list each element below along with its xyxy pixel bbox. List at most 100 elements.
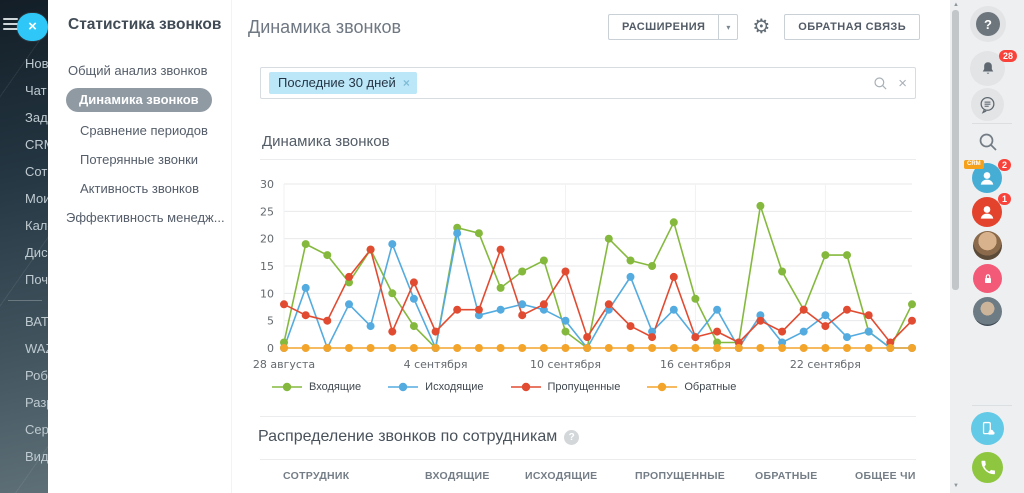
employees-section-title: Распределение звонков по сотрудникам ?	[258, 428, 580, 446]
filter-chip[interactable]: Последние 30 дней ×	[269, 72, 417, 94]
hamburger-menu-icon[interactable]	[3, 18, 18, 32]
contact-avatar-photo[interactable]	[973, 231, 1002, 260]
left-rail-divider	[8, 300, 42, 301]
legend-label: Обратные	[684, 381, 737, 393]
column-incoming[interactable]: ВХОДЯЩИЕ	[425, 470, 490, 482]
sidebar-item-call-activity[interactable]: Активность звонков	[80, 181, 199, 196]
contact-badge: 1	[997, 193, 1011, 205]
left-rail-item[interactable]: CRM	[25, 137, 48, 152]
page-title: Динамика звонков	[248, 17, 402, 37]
person-icon	[980, 172, 994, 185]
column-callback[interactable]: ОБРАТНЫЕ	[755, 470, 818, 482]
main-content: Динамика звонков РАСШИРЕНИЯ ▾ ⚙ ОБРАТНАЯ…	[232, 0, 950, 493]
left-rail-item[interactable]: Зада	[25, 110, 48, 125]
sidebar-item-period-comparison[interactable]: Сравнение периодов	[80, 123, 208, 138]
statistics-sidebar: Статистика звонков Общий анализ звонков …	[48, 0, 232, 493]
left-rail-item[interactable]: ВАТС	[25, 314, 48, 329]
help-hint-icon[interactable]: ?	[564, 429, 580, 445]
scroll-down-icon[interactable]: ▼	[953, 483, 959, 489]
svg-text:0: 0	[267, 342, 274, 355]
gear-icon[interactable]: ⚙	[752, 16, 771, 38]
left-rail-item[interactable]: Разр	[25, 395, 48, 410]
legend-item-пропущенные[interactable]: Пропущенные	[510, 381, 621, 393]
left-rail-item[interactable]: Робо	[25, 368, 48, 383]
search-icon[interactable]	[978, 132, 998, 152]
contact-avatar-photo[interactable]	[973, 297, 1002, 326]
svg-text:20: 20	[260, 233, 274, 246]
filter-search-bar[interactable]: Последние 30 дней × ×	[260, 67, 916, 99]
legend-item-входящие[interactable]: Входящие	[272, 381, 361, 393]
contact-badge: 2	[997, 159, 1011, 171]
sidebar-item-lost-calls[interactable]: Потерянные звонки	[80, 152, 199, 167]
filter-icons: ×	[873, 76, 907, 91]
column-employee[interactable]: СОТРУДНИК	[283, 470, 350, 482]
svg-text:10 сентября: 10 сентября	[530, 358, 601, 371]
column-total[interactable]: ОБЩЕЕ ЧИСЛО З	[855, 470, 916, 482]
lock-icon	[984, 273, 991, 283]
legend-line-icon	[388, 382, 419, 392]
left-rail-item[interactable]: Мои	[25, 191, 48, 206]
extensions-button[interactable]: РАСШИРЕНИЯ	[607, 14, 719, 40]
sidebar-item-call-dynamics-active[interactable]: Динамика звонков	[66, 88, 212, 112]
collapse-menu-button[interactable]: ×	[17, 13, 48, 41]
left-rail-item[interactable]: Нове	[25, 56, 48, 71]
left-rail-item[interactable]: Почт	[25, 272, 48, 287]
notifications-badge: 28	[998, 50, 1017, 62]
scroll-up-icon[interactable]: ▲	[953, 2, 959, 8]
phone-icon	[981, 460, 995, 475]
locked-contact-avatar[interactable]	[973, 264, 1002, 293]
filter-chip-close-icon[interactable]: ×	[402, 75, 410, 90]
extensions-caret-icon[interactable]: ▾	[718, 14, 739, 40]
left-rail-menu: Нове Чат Зада CRM Сотр Мои Кале Диск Почт ВАТС WAZ…	[0, 50, 48, 470]
column-outgoing[interactable]: ИСХОДЯЩИЕ	[525, 470, 598, 482]
svg-text:30: 30	[260, 178, 274, 191]
bell-icon	[982, 61, 993, 74]
left-rail-item[interactable]: Чат	[25, 83, 47, 98]
search-icon[interactable]	[873, 76, 888, 91]
sidebar-item-manager-efficiency[interactable]: Эффективность менедж...	[66, 210, 225, 225]
svg-text:16 сентября: 16 сентября	[660, 358, 731, 371]
left-rail-item[interactable]: Диск	[25, 245, 48, 260]
left-rail-item[interactable]: Сотр	[25, 164, 48, 179]
feedback-button[interactable]: ОБРАТНАЯ СВЯЗЬ	[784, 14, 920, 40]
sidebar-item-general-analysis[interactable]: Общий анализ звонков	[68, 63, 208, 78]
legend-line-icon	[272, 382, 302, 392]
legend-label: Входящие	[309, 381, 362, 393]
right-toolbar: ▲ ▼ ? 28	[950, 0, 1024, 493]
divider	[260, 416, 916, 417]
legend-item-обратные[interactable]: Обратные	[647, 381, 736, 393]
clear-filter-icon[interactable]: ×	[898, 74, 907, 92]
legend-item-исходящие[interactable]: Исходящие	[388, 381, 484, 393]
connect-device-button[interactable]	[971, 412, 1004, 445]
column-missed[interactable]: ПРОПУЩЕННЫЕ	[635, 470, 726, 482]
crm-badge: CRM	[964, 160, 984, 169]
call-button[interactable]	[972, 452, 1003, 483]
svg-text:10: 10	[260, 287, 274, 300]
filter-chip-label: Последние 30 дней	[278, 75, 396, 90]
header-actions: РАСШИРЕНИЯ ▾ ⚙ ОБРАТНАЯ СВЯЗЬ	[607, 14, 920, 40]
left-rail-item[interactable]: Виде	[25, 449, 48, 464]
legend-label: Пропущенные	[547, 381, 621, 393]
chat-button[interactable]	[971, 88, 1004, 121]
scrollbar-thumb[interactable]	[952, 10, 959, 290]
legend-label: Исходящие	[425, 381, 484, 393]
chart-section-title: Динамика звонков	[262, 133, 390, 150]
divider	[972, 405, 1012, 406]
left-rail-item[interactable]: Кале	[25, 218, 48, 233]
contact-avatar-red[interactable]	[972, 197, 1002, 227]
legend-line-icon	[510, 382, 541, 392]
svg-text:25: 25	[260, 205, 274, 218]
person-icon	[980, 206, 994, 219]
employees-table-header: СОТРУДНИК ВХОДЯЩИЕ ИСХОДЯЩИЕ ПРОПУЩЕННЫЕ…	[260, 470, 916, 482]
left-rail-item[interactable]: WAZ	[25, 341, 48, 356]
main-menu-rail: Нове Чат Зада CRM Сотр Мои Кале Диск Почт ВАТС WAZ…	[0, 0, 48, 493]
divider	[260, 159, 916, 160]
legend-line-icon	[647, 382, 678, 392]
calls-dynamics-chart[interactable]: 0 5 10 15 20 25 30 28 августа 4 сентября 10 сентя…	[250, 170, 922, 374]
divider	[972, 123, 1012, 124]
left-rail-item[interactable]: Сере	[25, 422, 48, 437]
svg-text:5: 5	[267, 315, 274, 328]
svg-text:4 сентября: 4 сентября	[404, 358, 468, 371]
help-button[interactable]: ?	[970, 6, 1006, 42]
